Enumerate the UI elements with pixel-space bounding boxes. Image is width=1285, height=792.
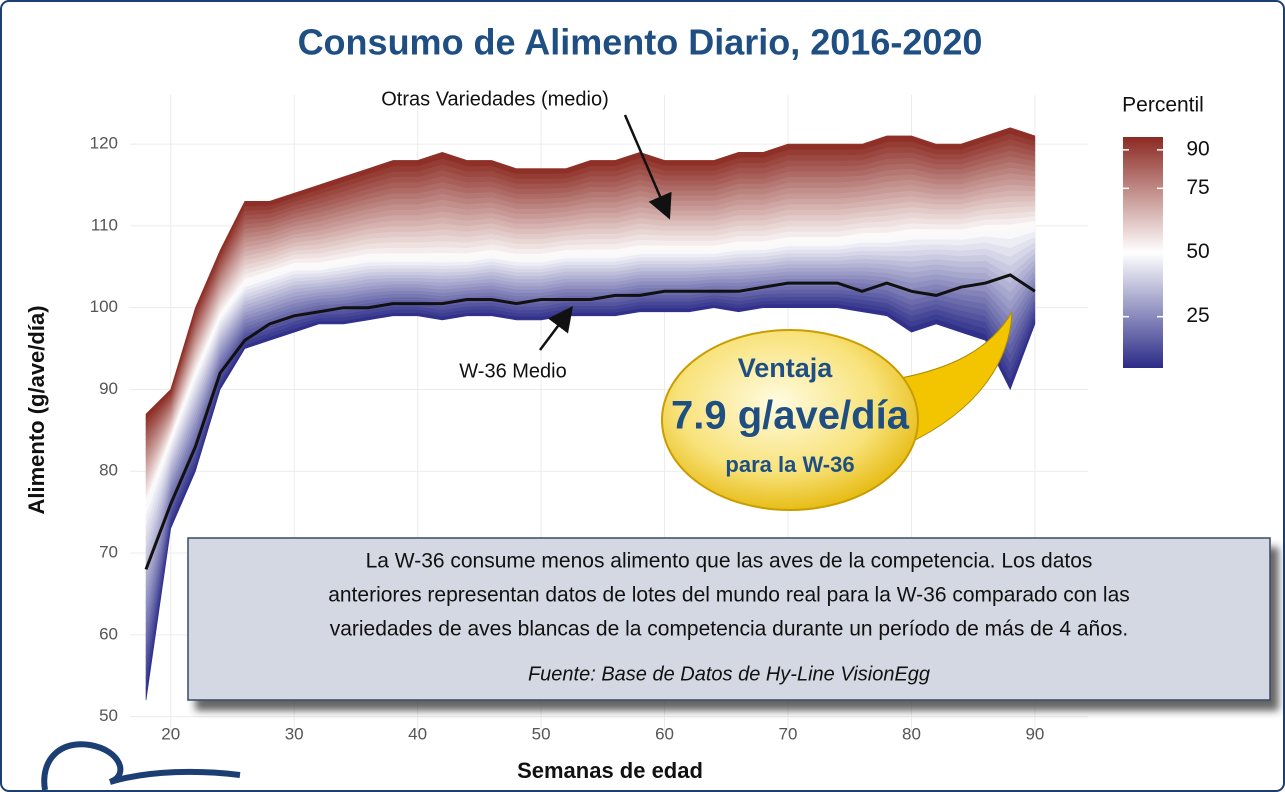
x-tick-label: 80 bbox=[902, 724, 921, 743]
x-tick-label: 40 bbox=[408, 724, 427, 743]
note-box bbox=[187, 537, 1271, 701]
x-tick-label: 70 bbox=[779, 724, 798, 743]
y-tick-label: 120 bbox=[90, 134, 118, 153]
x-tick-label: 90 bbox=[1025, 724, 1044, 743]
note-text: anteriores representan datos de lotes de… bbox=[328, 584, 1130, 607]
colorbar-label: 25 bbox=[1186, 304, 1209, 327]
fan-band bbox=[145, 127, 1036, 420]
chart-title: Consumo de Alimento Diario, 2016-2020 bbox=[298, 22, 983, 63]
y-tick-label: 70 bbox=[99, 543, 118, 562]
plot-area: 50 60 70 80 90 100 110 120 20 30 40 50 60 70 80 90 bbox=[90, 95, 1088, 743]
x-tick-label: 60 bbox=[655, 724, 674, 743]
x-tick-label: 30 bbox=[285, 724, 304, 743]
callout-text: Ventaja bbox=[738, 353, 834, 383]
y-axis-label: Alimento (g/ave/día) bbox=[24, 305, 49, 514]
source-text: Fuente: Base de Datos de Hy-Line VisionE… bbox=[528, 663, 930, 685]
arrow bbox=[623, 114, 672, 220]
colorbar bbox=[1123, 137, 1163, 368]
callout-tail bbox=[889, 311, 1013, 446]
x-axis-label: Semanas de edad bbox=[517, 758, 703, 783]
y-tick-label: 50 bbox=[99, 706, 118, 725]
y-tick-label: 80 bbox=[99, 461, 118, 480]
x-tick-label: 50 bbox=[532, 724, 551, 743]
line bbox=[144, 273, 1036, 570]
callout-bubble bbox=[661, 329, 919, 511]
y-tick-label: 100 bbox=[90, 297, 118, 316]
note-text: variedades de aves blancas de la compete… bbox=[330, 618, 1129, 641]
series-annotation: Otras Variedades (medio) bbox=[381, 88, 609, 110]
colorbar-label: 50 bbox=[1186, 240, 1209, 263]
note-text: La W-36 consume menos alimento que las a… bbox=[366, 550, 1093, 573]
y-tick-label: 110 bbox=[91, 215, 118, 234]
colorbar-title: Percentil bbox=[1122, 94, 1204, 117]
callout-text: para la W-36 bbox=[725, 452, 854, 477]
x-tick-label: 20 bbox=[161, 724, 180, 743]
decoration bbox=[41, 741, 241, 791]
colorbar-label: 75 bbox=[1186, 176, 1209, 199]
callout-text: 7.9 g/ave/día bbox=[671, 394, 910, 438]
colorbar-label: 90 bbox=[1186, 137, 1209, 160]
series-annotation: W-36 Medio bbox=[459, 360, 566, 382]
y-tick-label: 90 bbox=[99, 379, 118, 398]
arrow bbox=[539, 306, 573, 351]
y-tick-label: 60 bbox=[99, 624, 118, 643]
